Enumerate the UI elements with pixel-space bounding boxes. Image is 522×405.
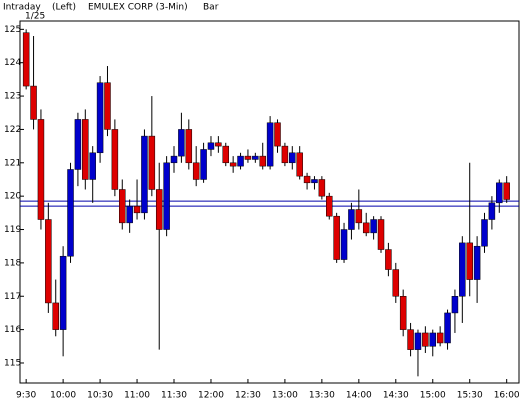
candle-body [104,82,111,130]
candle-body [22,32,30,87]
candle-body [170,155,178,164]
x-tick-label: 11:30 [161,391,187,401]
candle-body [59,255,67,330]
candle-body [333,215,340,260]
candle-body [377,219,385,250]
y-tick-label: 120 [4,192,21,202]
x-tick-label: 12:00 [198,391,224,401]
candle-body [281,145,289,164]
candle-body [392,269,400,297]
x-tick-label: 14:30 [383,391,409,401]
candle-body [414,332,422,350]
candle-body [96,82,104,154]
candle-body [178,129,185,157]
candle-body [237,155,244,167]
candle-body [407,329,414,350]
candle-body [296,152,303,177]
candle-body [385,249,392,270]
candle-body [185,129,193,164]
candle-body [155,189,163,230]
candle-body [259,155,266,167]
header-side: (Left) [52,3,76,13]
x-tick-label: 12:30 [235,391,261,401]
candle-body [289,152,296,164]
candle-body [133,205,141,214]
x-tick-label: 15:30 [457,391,483,401]
candle-body [466,242,473,280]
candle-body [52,302,59,330]
x-tick-label: 15:00 [420,391,446,401]
candle-body [111,129,119,190]
candle-body [488,202,496,220]
candle-body [222,145,230,164]
candle-body [340,229,348,260]
candle-body [215,142,222,147]
candle-body [362,222,370,234]
header-view: Intraday [3,3,41,13]
candle-body [429,332,437,347]
candle-body [45,219,52,304]
candle-body [444,312,451,344]
candle-body [252,155,259,160]
candle-body [370,219,377,234]
candle-body [74,119,82,170]
y-tick-label: 125 [4,25,21,35]
y-tick-label: 123 [4,92,21,102]
candle-body [459,242,466,297]
candle-body [436,332,444,344]
candle-body [67,169,74,257]
candle-body [82,119,89,180]
candle-body [148,135,156,190]
candle-body [192,162,200,180]
candle-body [422,332,429,347]
candle-body [30,85,37,120]
x-tick-label: 16:00 [494,391,520,401]
header-symbol: EMULEX CORP (3-Min) [88,3,188,13]
plot-frame [19,20,520,384]
candle-body [126,205,133,224]
x-tick-label: 14:00 [346,391,372,401]
candle-body [348,209,355,230]
candle-body [503,182,510,200]
date-label: 1/25 [25,12,45,22]
candle-body [229,162,237,167]
candle-body [200,149,207,180]
candle-body [399,296,407,330]
candle-body [266,122,274,167]
y-tick-label: 121 [4,158,21,168]
x-tick-label: 13:00 [272,391,298,401]
y-tick-label: 116 [4,325,21,335]
y-tick-label: 122 [4,125,21,135]
y-tick-label: 118 [4,258,21,268]
candle-body [355,209,363,224]
x-tick-label: 13:30 [309,391,335,401]
candle-body [141,135,148,214]
candle-body [119,189,126,224]
header-style: Bar [203,3,219,13]
candle-body [318,179,326,197]
candle-body [207,142,215,150]
x-tick-label: 9:30 [16,391,36,401]
x-tick-label: 10:00 [50,391,76,401]
candle-body [274,122,281,147]
candle-body [451,296,459,314]
x-tick-label: 11:00 [124,391,150,401]
candle-body [326,195,333,217]
y-tick-label: 117 [4,292,21,302]
x-tick-label: 10:30 [87,391,113,401]
y-tick-label: 115 [4,358,21,368]
candle-body [163,162,170,230]
y-tick-label: 119 [4,225,21,235]
candle-body [303,175,311,184]
candle-body [244,155,252,160]
candle-body [473,245,481,280]
y-tick-label: 124 [4,58,21,68]
candle-body [89,152,96,180]
candle-body [496,182,503,204]
candle-body [311,179,318,184]
candle-body [37,119,45,220]
candle-body [481,219,488,247]
